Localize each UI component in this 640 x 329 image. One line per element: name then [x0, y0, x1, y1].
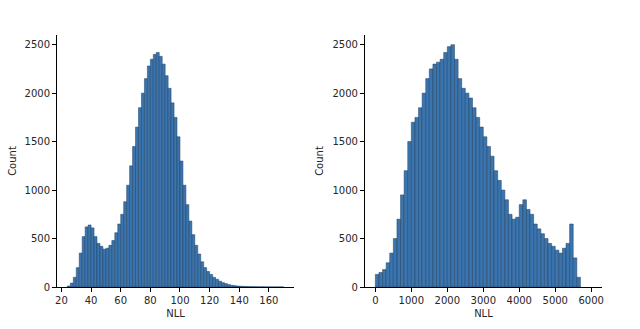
svg-text:2000: 2000	[435, 295, 460, 306]
svg-text:2000: 2000	[25, 88, 50, 99]
svg-text:Count: Count	[314, 146, 325, 176]
svg-text:2500: 2500	[332, 39, 357, 50]
svg-text:120: 120	[200, 295, 219, 306]
svg-text:2500: 2500	[25, 39, 50, 50]
svg-text:1500: 1500	[332, 136, 357, 147]
svg-text:20: 20	[55, 295, 68, 306]
svg-text:500: 500	[339, 233, 358, 244]
svg-text:40: 40	[85, 295, 98, 306]
svg-text:1500: 1500	[25, 136, 50, 147]
svg-text:4000: 4000	[507, 295, 532, 306]
svg-text:0: 0	[372, 295, 378, 306]
svg-text:0: 0	[352, 282, 358, 293]
svg-text:500: 500	[31, 233, 50, 244]
svg-text:140: 140	[230, 295, 249, 306]
svg-text:6000: 6000	[578, 295, 603, 306]
svg-text:2000: 2000	[332, 88, 357, 99]
svg-text:3000: 3000	[471, 295, 496, 306]
svg-text:5000: 5000	[543, 295, 568, 306]
svg-text:0: 0	[44, 282, 50, 293]
svg-text:NLL: NLL	[166, 308, 185, 319]
svg-text:1000: 1000	[332, 185, 357, 196]
svg-text:1000: 1000	[399, 295, 424, 306]
svg-text:160: 160	[259, 295, 278, 306]
svg-text:Count: Count	[7, 146, 18, 176]
svg-text:100: 100	[170, 295, 189, 306]
svg-text:60: 60	[114, 295, 127, 306]
svg-text:1000: 1000	[25, 185, 50, 196]
svg-text:NLL: NLL	[474, 308, 493, 319]
svg-text:80: 80	[144, 295, 157, 306]
